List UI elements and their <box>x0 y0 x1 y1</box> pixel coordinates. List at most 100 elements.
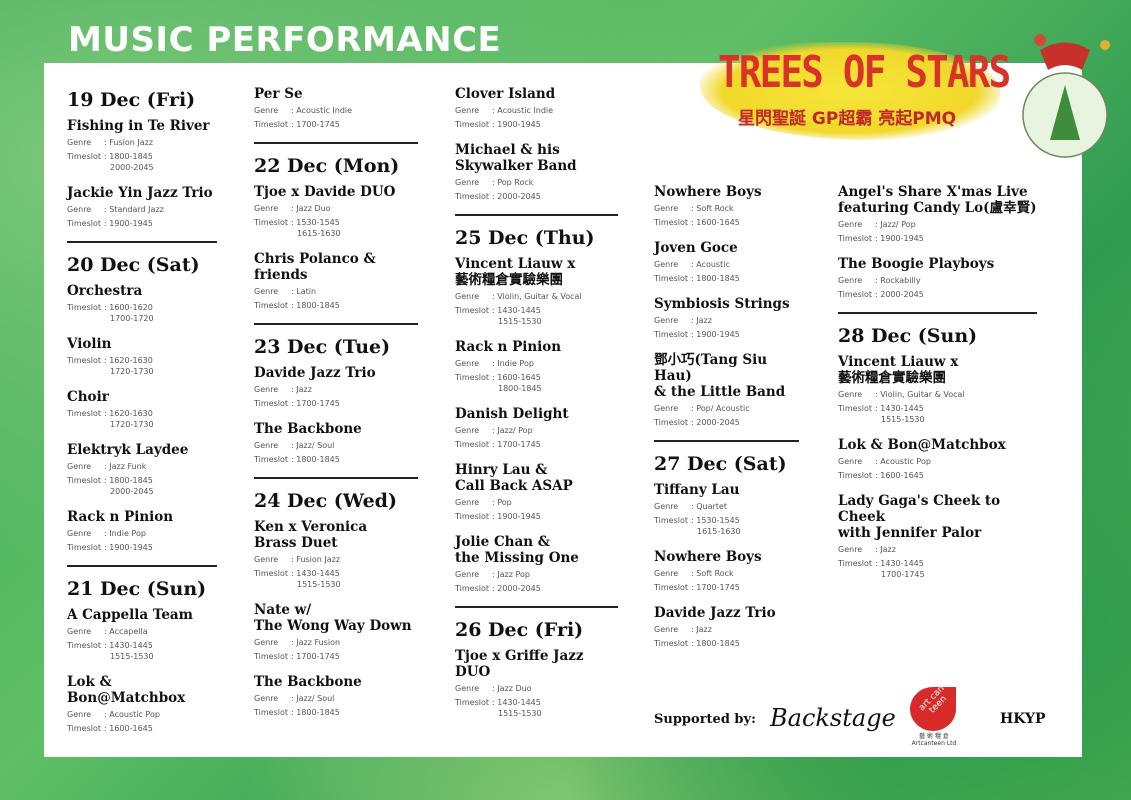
timeslot-row: Timeslot: 1900-1945 <box>838 233 1037 244</box>
timeslot-row: Timeslot: 1700-1745 <box>254 398 418 409</box>
genre-value: : Fusion Jazz <box>104 137 153 148</box>
genre-value: : Acoustic Indie <box>291 105 352 116</box>
timeslot-values: : 1800-1845 <box>291 454 340 465</box>
genre-value: : Jazz/ Pop <box>492 425 533 436</box>
genre-text: : Indie Pop <box>104 529 146 538</box>
timeslot-label: Timeslot <box>455 306 489 315</box>
day-heading: 25 Dec (Thu) <box>455 227 595 249</box>
timeslot-value: : 1700-1745 <box>291 399 340 408</box>
timeslot-label: Timeslot <box>654 583 688 592</box>
timeslot-value: : 1700-1745 <box>291 652 340 661</box>
timeslot-label: Timeslot <box>67 152 101 161</box>
performance-item: The Backbone Genre: Jazz/ Soul Timeslot: 1… <box>254 674 418 718</box>
timeslot-value: : 2000-2045 <box>492 192 541 201</box>
genre-value: : Latin <box>291 286 316 297</box>
timeslot-value: : 1430-1445 <box>104 641 153 650</box>
genre-row: Genre: Soft Rock <box>654 203 799 214</box>
timeslot-label: Timeslot <box>254 301 288 310</box>
genre-row: Genre: Jazz Duo <box>254 203 418 214</box>
timeslot-values: : 1900-1945 <box>492 511 541 522</box>
genre-value: : Jazz/ Soul <box>291 693 334 704</box>
timeslot-row: Timeslot: 1800-1845 <box>254 454 418 465</box>
artcanteen-logo: art can teen <box>910 684 956 731</box>
timeslot-values: : 1430-1445 1515-1530 <box>492 697 542 719</box>
timeslot-values: : 2000-2045 <box>492 583 541 594</box>
timeslot-label: Timeslot <box>254 455 288 464</box>
timeslot-label: Timeslot <box>254 652 288 661</box>
day-heading: 24 Dec (Wed) <box>254 490 397 512</box>
timeslot-value: : 1900-1945 <box>492 120 541 129</box>
genre-value: : Fusion Jazz <box>291 554 340 565</box>
genre-row: Genre: Acoustic Pop <box>67 709 217 720</box>
genre-label: Genre <box>654 404 679 413</box>
logo-main-text: TREES OF STARS <box>718 47 1011 98</box>
timeslot-row: Timeslot: 1900-1945 <box>67 218 217 229</box>
genre-row: Genre : Fusion Jazz <box>67 137 217 148</box>
genre-label: Genre <box>455 426 480 435</box>
performer-name: Davide Jazz Trio <box>654 605 776 621</box>
timeslot-values: : 2000-2045 <box>691 417 740 428</box>
genre-label: Genre <box>455 359 480 368</box>
genre-row: Genre: Indie Pop <box>67 528 217 539</box>
timeslot-label: Timeslot <box>67 641 101 650</box>
performer-name: Nate w/ The Wong Way Down <box>254 602 412 634</box>
genre-label: Genre <box>838 390 863 399</box>
timeslot-label: Timeslot <box>455 440 489 449</box>
timeslot-values: : 1600-1645 <box>875 470 924 481</box>
schedule-column: Nowhere Boys Genre: Soft Rock Timeslot: 16… <box>654 184 799 661</box>
performance-item: 鄧小巧(Tang Siu Hau) & the Little Band Genre… <box>654 352 799 428</box>
genre-row: Genre: Jazz/ Pop <box>838 219 1037 230</box>
timeslot-values: : 1800-1845 2000-2045 <box>104 475 154 497</box>
timeslot-label: Timeslot <box>67 219 101 228</box>
timeslot-row: Timeslot: 1800-1845 <box>654 273 799 284</box>
genre-text: : Soft Rock <box>691 204 734 213</box>
timeslot-value: : 1600-1645 <box>875 471 924 480</box>
timeslot-label: Timeslot <box>455 373 489 382</box>
timeslot-value: : 1900-1945 <box>104 543 153 552</box>
genre-row: Genre: Pop/ Acoustic <box>654 403 799 414</box>
genre-row: Genre: Accapella <box>67 626 217 637</box>
genre-row: Genre: Jazz <box>654 315 799 326</box>
timeslot-label: Timeslot <box>67 476 101 485</box>
timeslot-values: : 1430-1445 1515-1530 <box>291 568 341 590</box>
genre-value: : Quartet <box>691 501 727 512</box>
timeslot-values: : 1430-1445 1515-1530 <box>104 640 154 662</box>
genre-text: : Fusion Jazz <box>291 555 341 564</box>
schedule-column: 19 Dec (Fri) Fishing in Te River Genre: Fu… <box>67 88 217 746</box>
day-heading: 23 Dec (Tue) <box>254 336 391 358</box>
genre-text: : Pop Rock <box>492 178 534 187</box>
timeslot-values: : 1530-1545 1615-1630 <box>291 217 341 239</box>
performer-name: Fishing in Te River <box>67 118 210 134</box>
schedule-column: Clover Island Genre: Acoustic Indie Timesl… <box>455 86 618 731</box>
timeslot-value: : 1430-1445 <box>291 569 340 578</box>
performer-name: Violin <box>67 336 112 352</box>
hkyp-logo: HKYP <box>1000 711 1046 727</box>
genre-label: Genre <box>455 498 480 507</box>
genre-text: : Jazz Duo <box>291 204 331 213</box>
genre-label: Genre <box>455 292 480 301</box>
genre-value: : Rockabilly <box>875 275 921 286</box>
day-heading: 22 Dec (Mon) <box>254 155 400 177</box>
day-heading: 26 Dec (Fri) <box>455 619 584 641</box>
timeslot-label: Timeslot <box>838 404 872 413</box>
performer-name: Lok & Bon@Matchbox <box>838 437 1006 453</box>
genre-value: : Jazz Duo <box>492 683 532 694</box>
schedule-panel <box>44 63 1082 757</box>
timeslot-label: Timeslot <box>67 409 101 418</box>
genre-row: Genre: Pop Rock <box>455 177 618 188</box>
genre-text: : Acoustic Indie <box>291 106 353 115</box>
performance-item: Tiffany Lau Genre: Quartet Timeslot: 1530-… <box>654 482 799 537</box>
timeslot-label: Timeslot <box>254 218 288 227</box>
timeslot-value: : 1700-1745 <box>291 120 340 129</box>
genre-text: : Pop <box>492 498 512 507</box>
timeslot-values: : 1700-1745 <box>291 651 340 662</box>
timeslot-value: : 1800-1845 <box>691 274 740 283</box>
artcanteen-caption: 藝 術 糧 倉 Artcanteen Ltd <box>911 733 957 747</box>
timeslot-values: : 1700-1745 <box>291 119 340 130</box>
genre-text: : Jazz Funk <box>104 462 147 471</box>
genre-label: Genre <box>254 385 279 394</box>
genre-label: Genre <box>67 138 92 147</box>
timeslot-row: Timeslot: 1430-1445 1515-1530 <box>67 640 217 662</box>
timeslot-row: Timeslot: 1430-1445 1515-1530 <box>254 568 418 590</box>
timeslot-value: 1800-1845 <box>498 384 542 393</box>
